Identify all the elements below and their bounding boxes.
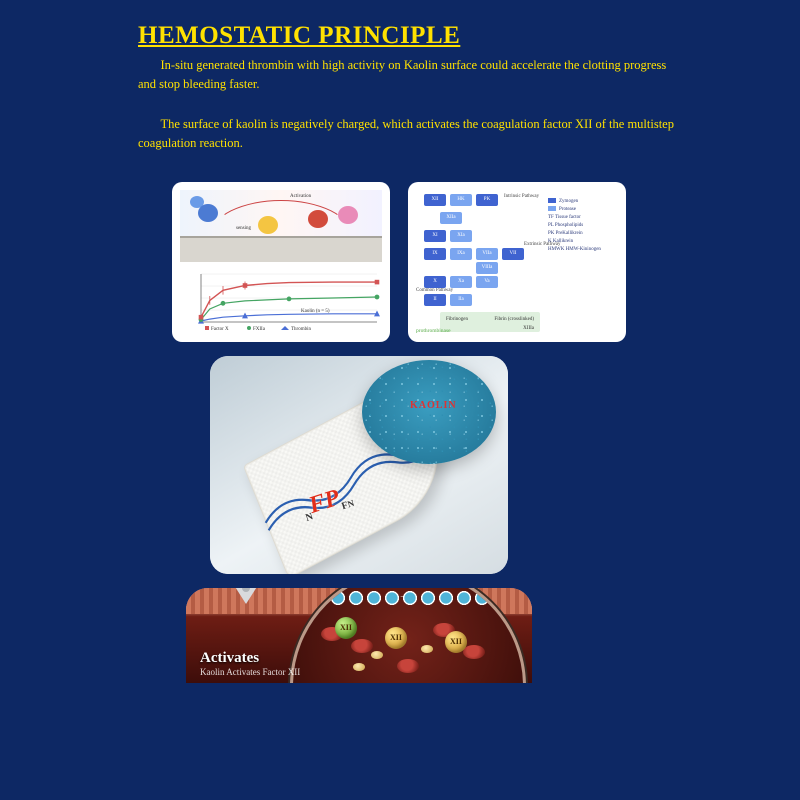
factor-coin: XII: [385, 627, 407, 649]
cascade-node-VIIIa: VIIIa: [476, 262, 498, 274]
kaolin-ball: [362, 360, 496, 464]
section-label-common: Common Pathway: [416, 288, 453, 293]
kaolin-label: KAOLIN: [410, 400, 457, 411]
page-root: HEMOSTATIC PRINCIPLE In-situ generated t…: [0, 0, 800, 800]
tiny-label-2: Activation: [290, 194, 311, 199]
blob-blue: [198, 204, 218, 222]
cascade-node-XIa: XIa: [450, 230, 472, 242]
cascade-node-IIa: IIa: [450, 294, 472, 306]
figure-row-1: sensing Activation: [172, 182, 682, 342]
series-thrombin: [199, 311, 379, 322]
kinetics-line-chart: Kaolin (n = 5) Factor X FXIIa Thrombin: [180, 268, 382, 334]
prothrombinase-label: prothrombinase: [416, 328, 451, 334]
cascade-node-IXa: IXa: [450, 248, 472, 260]
activation-arc: [210, 200, 352, 242]
svg-text:FXIIa: FXIIa: [253, 327, 266, 332]
platelet: [371, 651, 383, 659]
vessel-card: – – – – – – – – – – XII XII XII Activate…: [186, 588, 532, 683]
cascade-diagram-card: Intrinsic Pathway Extrinsic Pathway Comm…: [408, 182, 626, 342]
bead-row: [293, 589, 523, 609]
cascade-node-X: X: [424, 276, 446, 288]
intro-paragraph-1: In-situ generated thrombin with high act…: [138, 56, 682, 95]
cascade-node-PK: PK: [476, 194, 498, 206]
cascade-node-Xa: Xa: [450, 276, 472, 288]
content-column: HEMOSTATIC PRINCIPLE In-situ generated t…: [138, 22, 682, 683]
cascade-node-II: II: [424, 294, 446, 306]
rbc: [463, 645, 485, 659]
svg-text:Factor X: Factor X: [211, 327, 229, 332]
vessel-caption: Activates Kaolin Activates Factor XII: [200, 650, 300, 677]
svg-text:Thrombin: Thrombin: [291, 327, 311, 332]
cascade-node-Va: Va: [476, 276, 498, 288]
schematic-panel: sensing Activation: [180, 190, 382, 262]
cascade-node-XIIa: XIIa: [440, 212, 462, 224]
platelet: [421, 645, 433, 653]
cascade-node-XI: XI: [424, 230, 446, 242]
blob-pink: [338, 206, 358, 224]
caption-line-1: Activates: [200, 650, 300, 667]
blob-yellow: [258, 216, 278, 234]
gauze-pad-card: KAOLIN NFPFN: [210, 356, 508, 574]
page-title: HEMOSTATIC PRINCIPLE: [138, 22, 682, 50]
line-chart-svg: Kaolin (n = 5) Factor X FXIIa Thrombin: [180, 268, 382, 334]
magnifier-lens: – – – – – – – – – – XII XII XII: [290, 588, 526, 683]
rbc: [351, 639, 373, 653]
caption-line-2: Kaolin Activates Factor XII: [200, 667, 300, 677]
cascade-node-XII: XII: [424, 194, 446, 206]
blob-red: [308, 210, 328, 228]
factor-coin: XII: [445, 631, 467, 653]
factor-coin: XII: [335, 617, 357, 639]
fibrin-box: Fibrinogen Fibrin (crosslinked) XIIIa: [440, 312, 540, 332]
schematic-chart-card: sensing Activation: [172, 182, 390, 342]
tiny-label-1: sensing: [236, 226, 251, 231]
rbc: [397, 659, 419, 673]
cascade-node-VIIa: VIIa: [476, 248, 498, 260]
cascade-node-HK: HK: [450, 194, 472, 206]
cascade-diagram: Intrinsic Pathway Extrinsic Pathway Comm…: [416, 190, 618, 334]
wound-icon: [232, 588, 260, 604]
section-label-intrinsic: Intrinsic Pathway: [504, 194, 539, 199]
cascade-node-IX: IX: [424, 248, 446, 260]
chart-annotation: Kaolin (n = 5): [301, 309, 330, 314]
vessel-illustration: – – – – – – – – – – XII XII XII Activate…: [186, 588, 532, 683]
cascade-node-VII: VII: [502, 248, 524, 260]
platelet: [353, 663, 365, 671]
intro-paragraph-2: The surface of kaolin is negatively char…: [138, 115, 682, 154]
cascade-legend: Zymogen Protease TF Tissue factor PL Pho…: [548, 198, 618, 254]
chart-legend: Factor X FXIIa Thrombin: [205, 326, 311, 332]
gauze-illustration: KAOLIN NFPFN: [210, 356, 508, 574]
